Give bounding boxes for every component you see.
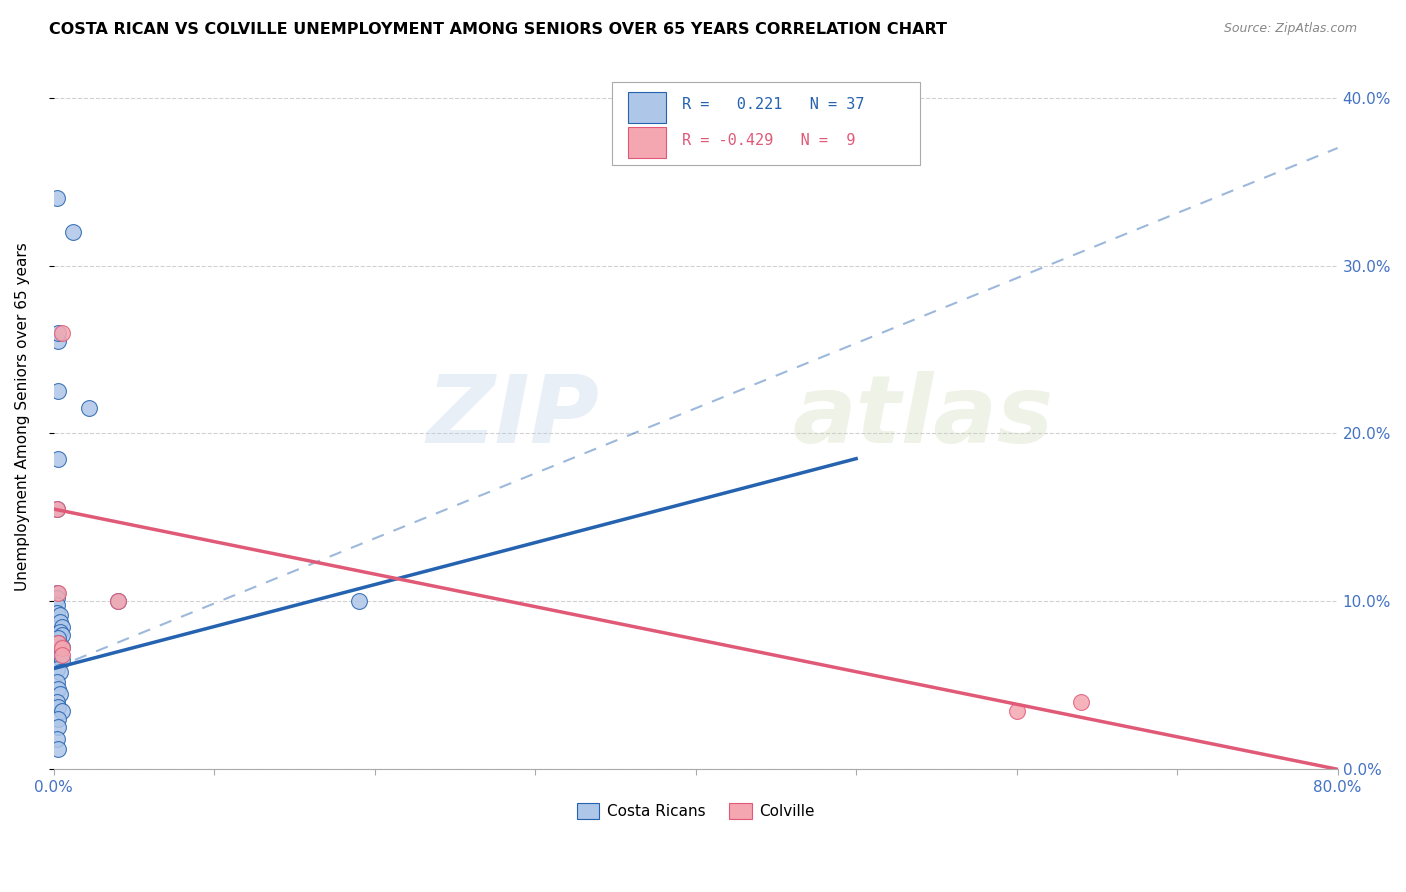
Point bbox=[45, 732, 67, 747]
Point bbox=[51, 628, 73, 642]
Text: R =   0.221   N = 37: R = 0.221 N = 37 bbox=[682, 96, 865, 112]
Point bbox=[107, 594, 129, 608]
Point bbox=[51, 704, 73, 718]
Point bbox=[49, 687, 72, 701]
Text: Source: ZipAtlas.com: Source: ZipAtlas.com bbox=[1223, 22, 1357, 36]
Point bbox=[51, 326, 73, 340]
Point bbox=[48, 326, 70, 340]
Point bbox=[51, 640, 73, 654]
Point bbox=[49, 615, 72, 629]
Text: ZIP: ZIP bbox=[426, 371, 599, 463]
Point bbox=[48, 645, 70, 659]
Point bbox=[45, 695, 67, 709]
Point bbox=[51, 641, 73, 656]
Text: R = -0.429   N =  9: R = -0.429 N = 9 bbox=[682, 133, 855, 148]
Text: atlas: atlas bbox=[792, 371, 1053, 463]
Point bbox=[1070, 695, 1092, 709]
Point bbox=[48, 681, 70, 696]
FancyBboxPatch shape bbox=[612, 82, 921, 165]
Point bbox=[45, 586, 67, 600]
Point bbox=[49, 649, 72, 664]
Point bbox=[48, 384, 70, 399]
Point bbox=[48, 720, 70, 734]
Point bbox=[45, 502, 67, 516]
Point bbox=[107, 594, 129, 608]
Point bbox=[51, 653, 73, 667]
Y-axis label: Unemployment Among Seniors over 65 years: Unemployment Among Seniors over 65 years bbox=[15, 243, 30, 591]
Point bbox=[48, 636, 70, 650]
Point bbox=[45, 502, 67, 516]
Text: COSTA RICAN VS COLVILLE UNEMPLOYMENT AMONG SENIORS OVER 65 YEARS CORRELATION CHA: COSTA RICAN VS COLVILLE UNEMPLOYMENT AMO… bbox=[49, 22, 948, 37]
Point bbox=[45, 662, 67, 676]
Point bbox=[45, 191, 67, 205]
Point bbox=[48, 334, 70, 348]
Point bbox=[51, 619, 73, 633]
Bar bbox=[627, 92, 666, 122]
Point bbox=[347, 594, 370, 608]
Point bbox=[62, 225, 84, 239]
Point bbox=[49, 665, 72, 679]
Point bbox=[48, 742, 70, 756]
Point bbox=[48, 451, 70, 466]
Point bbox=[45, 598, 67, 612]
Legend: Costa Ricans, Colville: Costa Ricans, Colville bbox=[571, 797, 821, 825]
Point bbox=[51, 648, 73, 662]
Point bbox=[48, 586, 70, 600]
Point bbox=[1005, 704, 1028, 718]
Point bbox=[77, 401, 100, 416]
Point bbox=[48, 636, 70, 650]
Point bbox=[48, 632, 70, 646]
Point bbox=[45, 606, 67, 620]
Point bbox=[48, 712, 70, 726]
Point bbox=[49, 624, 72, 639]
Point bbox=[49, 607, 72, 622]
Point bbox=[48, 700, 70, 714]
Bar bbox=[627, 127, 666, 158]
Point bbox=[45, 675, 67, 690]
Point bbox=[45, 591, 67, 605]
